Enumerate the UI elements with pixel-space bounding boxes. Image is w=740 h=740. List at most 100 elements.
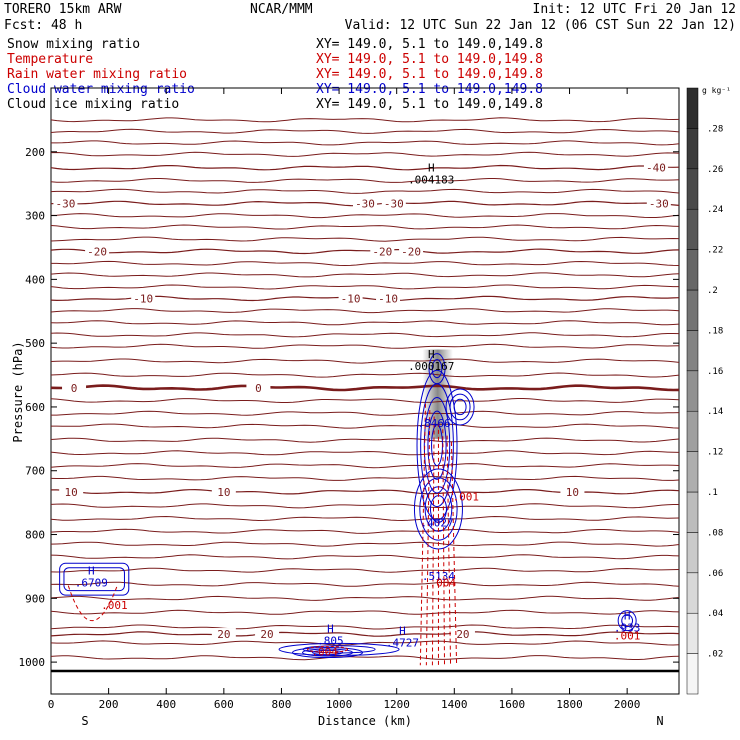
- temperature-contour: [50, 503, 679, 509]
- valid-time: Valid: 12 UTC Sun 22 Jan 12 (06 CST Sun …: [345, 18, 736, 33]
- colorbar-swatch: [686, 370, 699, 412]
- field-legend: Snow mixing ratio XY= 149.0, 5.1 to 149.0…: [7, 37, 543, 112]
- field-coords: XY= 149.0, 5.1 to 149.0,149.8: [316, 97, 543, 112]
- temperature-contour-label: -10: [341, 293, 361, 306]
- x-tick-label: 1000: [326, 698, 353, 711]
- colorbar-unit: g kg⁻¹: [702, 86, 731, 95]
- temperature-contour: [50, 609, 680, 615]
- temperature-contour: [50, 372, 680, 378]
- max-label-value: .004: [430, 576, 457, 589]
- temperature-contour-label: -10: [378, 293, 398, 306]
- x-tick-label: 200: [99, 698, 119, 711]
- x-tick-label: 0: [48, 698, 55, 711]
- cloud-water-small: [621, 614, 634, 628]
- temperature-contour: [50, 450, 680, 456]
- temperature-contour: [50, 437, 680, 443]
- y-tick-label: 700: [25, 465, 45, 478]
- init-time: Init: 12 UTC Fri 20 Jan 12: [533, 2, 737, 17]
- temperature-contour: [50, 308, 680, 314]
- temperature-contour: [50, 178, 680, 183]
- cloud-water-box: [59, 562, 130, 596]
- cloud-water-lobe: [453, 398, 467, 416]
- max-label-value: .001: [101, 599, 128, 612]
- temperature-contour-label: -20: [372, 245, 392, 258]
- temperature-contour: [50, 567, 680, 573]
- max-label-value: .8466: [418, 417, 451, 430]
- temperature-contour-label: -10: [133, 293, 153, 306]
- max-label-value: .4027: [420, 516, 453, 529]
- colorbar-tick-label: .22: [707, 246, 723, 256]
- temperature-contour-label: -30: [355, 197, 375, 210]
- max-label-value: .001: [614, 629, 641, 642]
- temperature-contour: [50, 188, 680, 194]
- temperature-contour-labeled: [50, 295, 680, 302]
- contour-label-bg: [62, 381, 87, 394]
- y-tick-label: 900: [25, 592, 45, 605]
- y-tick-label: 800: [25, 529, 45, 542]
- field-coords: XY= 149.0, 5.1 to 149.0,149.8: [316, 82, 543, 97]
- colorbar-tick-label: .26: [707, 165, 723, 175]
- temperature-contour-label: -40: [646, 162, 666, 175]
- temperature-contour: [50, 358, 680, 364]
- max-label-symbol: H: [399, 624, 406, 637]
- colorbar-tick-label: .16: [707, 367, 723, 377]
- contour-label-bg: [211, 485, 236, 498]
- field-coords: XY= 149.0, 5.1 to 149.0,149.8: [316, 67, 543, 82]
- temperature-contour-label: 0: [255, 382, 262, 395]
- rain-water-contour: [442, 429, 446, 666]
- colorbar-tick-label: .12: [707, 448, 723, 458]
- colorbar-tick-label: .06: [707, 569, 723, 579]
- temperature-contour-label: 0: [71, 382, 78, 395]
- colorbar-swatch: [686, 208, 699, 250]
- cloud-water-column: [423, 396, 451, 494]
- field-name: Cloud water mixing ratio: [7, 82, 195, 97]
- temperature-contour: [50, 581, 680, 587]
- contour-label-bg: [246, 381, 271, 394]
- colorbar-swatch: [686, 128, 699, 170]
- temperature-contour-labeled: [51, 488, 680, 495]
- cloud-water-lobe: [449, 393, 471, 421]
- x-axis-label: Distance (km): [318, 714, 412, 728]
- temperature-contour: [50, 624, 680, 630]
- temperature-contour-label: -30: [384, 197, 404, 210]
- rain-water-contour: [67, 585, 118, 621]
- max-labels: H.004183H.000167.8466.001.4027.5134.004H…: [75, 161, 641, 658]
- temperature-contour: [51, 423, 680, 429]
- temperature-contour: [50, 236, 680, 242]
- cloud-water-column: [416, 369, 458, 521]
- cloud-water-contours: [59, 353, 637, 659]
- colorbar-tick-label: .1: [707, 488, 718, 498]
- temperature-contour: [50, 343, 680, 349]
- x-end-label-left: S: [81, 714, 88, 728]
- max-label-value: .004: [311, 645, 338, 658]
- temperature-contour: [50, 224, 680, 230]
- colorbar-tick-label: .02: [707, 650, 723, 660]
- temperature-contour-label: -30: [55, 197, 75, 210]
- rain-water-contour: [419, 403, 426, 666]
- temperature-contour: [50, 320, 680, 326]
- temperature-contour: [50, 332, 680, 338]
- cloud-water-top: [431, 359, 443, 379]
- temperature-contour: [50, 528, 680, 534]
- temperature-contour: [51, 260, 680, 267]
- contour-label-bg: [59, 485, 84, 498]
- y-tick-label: 500: [25, 337, 45, 350]
- cloud-water-column: [427, 410, 447, 480]
- colorbar-tick-label: .18: [707, 326, 723, 336]
- contour-label-bg: [643, 161, 668, 174]
- temperature-contour: [50, 595, 680, 601]
- max-label-value: .805: [317, 635, 344, 648]
- colorbar-swatch: [686, 249, 699, 291]
- temperature-contour: [50, 475, 680, 481]
- cloud-water-lobe: [445, 388, 475, 426]
- field-name: Cloud ice mixing ratio: [7, 97, 179, 112]
- temperature-contour-label: 10: [566, 486, 579, 499]
- colorbar-swatch: [686, 653, 699, 695]
- cloud-water-lobe: [419, 477, 458, 541]
- max-label-value: .001: [453, 490, 480, 503]
- rain-water-contour: [307, 645, 349, 653]
- x-tick-label: 800: [272, 698, 292, 711]
- colorbar-tick-label: .2: [707, 286, 718, 296]
- temperature-contour: [50, 463, 680, 469]
- field-coords: XY= 149.0, 5.1 to 149.0,149.8: [316, 37, 543, 52]
